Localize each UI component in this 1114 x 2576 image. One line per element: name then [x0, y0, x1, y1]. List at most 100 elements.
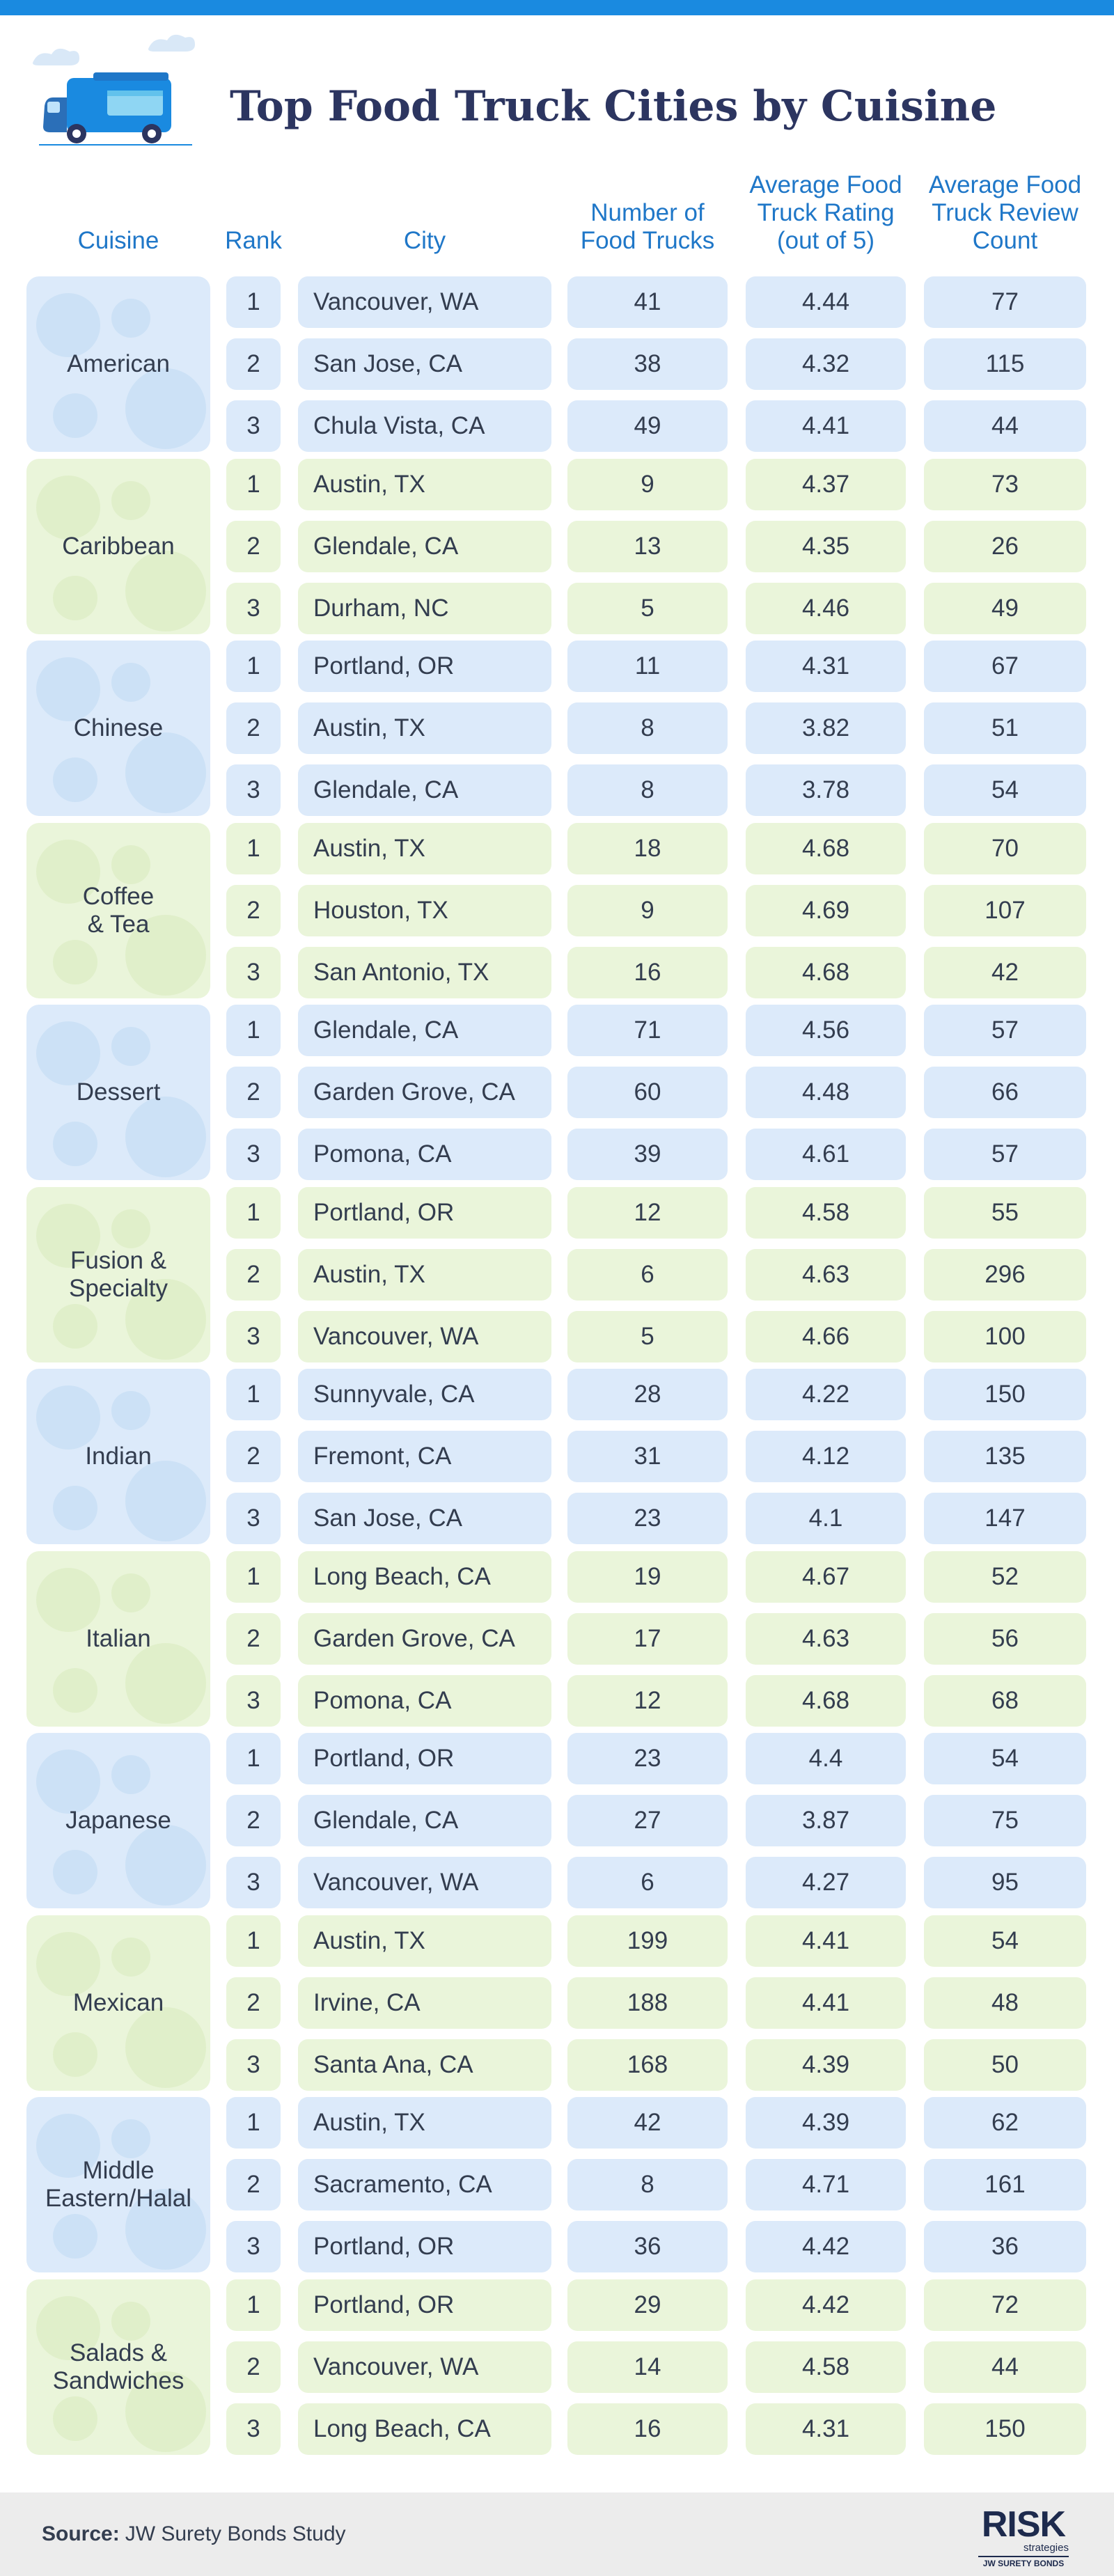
- review-count-cell: 66: [924, 1067, 1086, 1118]
- review-count-cell: 44: [924, 2341, 1086, 2393]
- food-trucks-cell: 5: [567, 583, 728, 634]
- rating-cell: 4.39: [746, 2097, 906, 2149]
- rank-cell: 1: [226, 1369, 281, 1420]
- city-cell: Portland, OR: [298, 1187, 551, 1239]
- rating-cell: 4.46: [746, 583, 906, 634]
- cuisine-group-11: Salads & Sandwiches: [26, 2279, 210, 2455]
- city-cell: Garden Grove, CA: [298, 1613, 551, 1665]
- footer: Source: JW Surety Bonds Study RISK strate…: [0, 2492, 1114, 2576]
- rank-cell: 2: [226, 1613, 281, 1665]
- review-count-cell: 48: [924, 1977, 1086, 2029]
- city-cell: Glendale, CA: [298, 1795, 551, 1846]
- city-cell: Sunnyvale, CA: [298, 1369, 551, 1420]
- city-cell: Portland, OR: [298, 2279, 551, 2331]
- food-trucks-cell: 27: [567, 1795, 728, 1846]
- food-photo-placeholder: [36, 476, 206, 631]
- food-trucks-cell: 41: [567, 276, 728, 328]
- review-count-cell: 107: [924, 885, 1086, 936]
- city-cell: Chula Vista, CA: [298, 400, 551, 452]
- review-count-cell: 70: [924, 823, 1086, 874]
- rating-cell: 4.68: [746, 1675, 906, 1727]
- food-trucks-cell: 13: [567, 521, 728, 572]
- rating-cell: 4.39: [746, 2039, 906, 2091]
- food-trucks-cell: 36: [567, 2221, 728, 2272]
- city-cell: Portland, OR: [298, 641, 551, 692]
- cuisine-label: Caribbean: [62, 533, 175, 560]
- food-photo-placeholder: [36, 1021, 206, 1177]
- review-count-cell: 95: [924, 1857, 1086, 1908]
- cuisine-group-2: Chinese: [26, 641, 210, 816]
- review-count-cell: 49: [924, 583, 1086, 634]
- cuisine-group-7: Italian: [26, 1551, 210, 1727]
- city-cell: Houston, TX: [298, 885, 551, 936]
- food-trucks-cell: 39: [567, 1129, 728, 1180]
- review-count-cell: 68: [924, 1675, 1086, 1727]
- food-trucks-cell: 8: [567, 764, 728, 816]
- food-photo-placeholder: [36, 1385, 206, 1541]
- review-count-cell: 51: [924, 702, 1086, 754]
- food-trucks-cell: 5: [567, 1311, 728, 1362]
- cuisine-label: Coffee & Tea: [82, 883, 155, 938]
- food-trucks-cell: 11: [567, 641, 728, 692]
- rating-cell: 4.12: [746, 1431, 906, 1482]
- rank-cell: 2: [226, 2341, 281, 2393]
- review-count-cell: 44: [924, 400, 1086, 452]
- rank-cell: 1: [226, 459, 281, 510]
- food-photo-placeholder: [36, 1204, 206, 1360]
- rating-cell: 4.67: [746, 1551, 906, 1603]
- city-cell: Pomona, CA: [298, 1675, 551, 1727]
- rank-cell: 2: [226, 1431, 281, 1482]
- review-count-cell: 67: [924, 641, 1086, 692]
- rank-cell: 3: [226, 2039, 281, 2091]
- review-count-cell: 57: [924, 1129, 1086, 1180]
- review-count-cell: 62: [924, 2097, 1086, 2149]
- food-photo-placeholder: [36, 1932, 206, 2088]
- city-cell: Austin, TX: [298, 823, 551, 874]
- food-photo-placeholder: [36, 293, 206, 449]
- cuisine-group-0: American: [26, 276, 210, 452]
- review-count-cell: 73: [924, 459, 1086, 510]
- header-cuisine: Cuisine: [77, 227, 159, 254]
- source-text: JW Surety Bonds Study: [125, 2522, 346, 2545]
- city-cell: Sacramento, CA: [298, 2159, 551, 2210]
- rating-cell: 4.32: [746, 338, 906, 390]
- review-count-cell: 72: [924, 2279, 1086, 2331]
- rank-cell: 2: [226, 338, 281, 390]
- rank-cell: 3: [226, 2403, 281, 2455]
- food-photo-placeholder: [36, 840, 206, 996]
- review-count-cell: 54: [924, 1733, 1086, 1784]
- food-photo-placeholder: [36, 1568, 206, 1724]
- city-cell: Glendale, CA: [298, 764, 551, 816]
- rating-cell: 4.58: [746, 1187, 906, 1239]
- rating-cell: 4.48: [746, 1067, 906, 1118]
- city-cell: San Jose, CA: [298, 1493, 551, 1544]
- review-count-cell: 135: [924, 1431, 1086, 1482]
- page-title: Top Food Truck Cities by Cuisine: [230, 82, 997, 131]
- rating-cell: 4.31: [746, 2403, 906, 2455]
- cuisine-group-3: Coffee & Tea: [26, 823, 210, 998]
- rank-cell: 1: [226, 1733, 281, 1784]
- food-truck-icon: [33, 34, 195, 146]
- rank-cell: 1: [226, 1915, 281, 1967]
- rank-cell: 3: [226, 1311, 281, 1362]
- city-cell: Vancouver, WA: [298, 1857, 551, 1908]
- cuisine-label: Japanese: [65, 1807, 171, 1834]
- source-note: Source: JW Surety Bonds Study: [42, 2492, 346, 2576]
- rank-cell: 2: [226, 1067, 281, 1118]
- city-cell: Fremont, CA: [298, 1431, 551, 1482]
- review-count-cell: 147: [924, 1493, 1086, 1544]
- cuisine-label: Middle Eastern/Halal: [45, 2157, 192, 2212]
- brand-divider: [978, 2556, 1069, 2557]
- food-trucks-cell: 31: [567, 1431, 728, 1482]
- review-count-cell: 57: [924, 1005, 1086, 1056]
- food-trucks-cell: 199: [567, 1915, 728, 1967]
- city-cell: San Jose, CA: [298, 338, 551, 390]
- rating-cell: 4.37: [746, 459, 906, 510]
- rank-cell: 2: [226, 1977, 281, 2029]
- city-cell: Austin, TX: [298, 2097, 551, 2149]
- city-cell: Portland, OR: [298, 1733, 551, 1784]
- food-trucks-cell: 23: [567, 1733, 728, 1784]
- rank-cell: 2: [226, 2159, 281, 2210]
- cuisine-label: American: [67, 350, 170, 377]
- rank-cell: 1: [226, 2279, 281, 2331]
